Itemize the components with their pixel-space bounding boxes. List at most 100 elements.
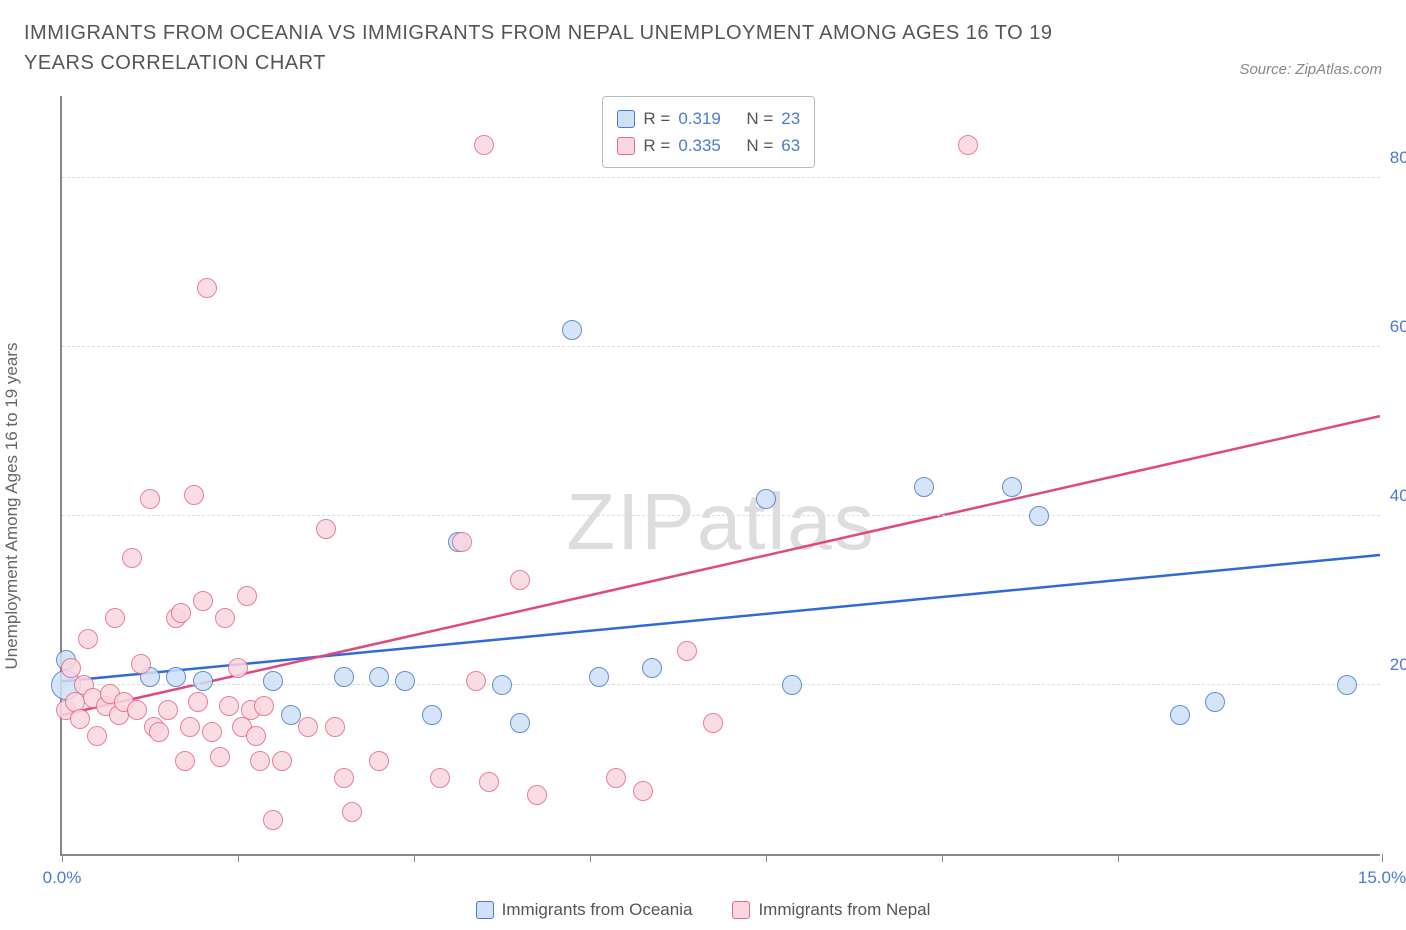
y-tick-label: 80.0% <box>1390 148 1406 168</box>
stats-n-value: 23 <box>781 105 800 132</box>
scatter-point <box>180 717 200 737</box>
y-tick-label: 20.0% <box>1390 655 1406 675</box>
gridline <box>62 515 1380 516</box>
scatter-point <box>281 705 301 725</box>
legend-item: Immigrants from Oceania <box>476 900 693 920</box>
scatter-point <box>219 696 239 716</box>
plot-area: ZIPatlas 20.0%40.0%60.0%80.0%0.0%15.0%R … <box>60 96 1380 856</box>
scatter-point <box>342 802 362 822</box>
stats-r-label: R = <box>643 105 670 132</box>
scatter-point <box>166 667 186 687</box>
scatter-point <box>184 485 204 505</box>
scatter-point <box>325 717 345 737</box>
watermark-thin: atlas <box>697 477 876 566</box>
stats-swatch <box>617 110 635 128</box>
stats-n-label: N = <box>746 105 773 132</box>
scatter-point <box>562 320 582 340</box>
scatter-point <box>193 591 213 611</box>
scatter-point <box>395 671 415 691</box>
x-tick <box>590 854 591 862</box>
scatter-point <box>510 570 530 590</box>
scatter-point <box>61 658 81 678</box>
scatter-point <box>197 278 217 298</box>
chart-header: IMMIGRANTS FROM OCEANIA VS IMMIGRANTS FR… <box>0 0 1406 86</box>
scatter-point <box>140 489 160 509</box>
stats-n-label: N = <box>746 132 773 159</box>
gridline <box>62 177 1380 178</box>
scatter-point <box>633 781 653 801</box>
legend-label: Immigrants from Oceania <box>502 900 693 920</box>
x-tick <box>942 854 943 862</box>
bottom-legend: Immigrants from Oceania Immigrants from N… <box>0 900 1406 920</box>
stats-r-label: R = <box>643 132 670 159</box>
scatter-point <box>246 726 266 746</box>
scatter-point <box>756 489 776 509</box>
scatter-point <box>1170 705 1190 725</box>
scatter-point <box>334 768 354 788</box>
scatter-point <box>369 667 389 687</box>
stats-box: R = 0.319 N = 23R = 0.335 N = 63 <box>602 96 815 168</box>
x-tick <box>62 854 63 862</box>
scatter-point <box>334 667 354 687</box>
scatter-point <box>1002 477 1022 497</box>
gridline <box>62 684 1380 685</box>
chart-area: Unemployment Among Ages 16 to 19 years Z… <box>0 86 1406 926</box>
chart-title: IMMIGRANTS FROM OCEANIA VS IMMIGRANTS FR… <box>24 18 1124 78</box>
scatter-point <box>237 586 257 606</box>
scatter-point <box>703 713 723 733</box>
scatter-point <box>254 696 274 716</box>
legend-swatch <box>476 901 494 919</box>
scatter-point <box>171 603 191 623</box>
trend-line <box>62 555 1380 681</box>
scatter-point <box>1337 675 1357 695</box>
trend-line <box>62 416 1380 715</box>
scatter-point <box>210 747 230 767</box>
scatter-point <box>492 675 512 695</box>
y-tick-label: 60.0% <box>1390 317 1406 337</box>
legend-swatch <box>732 901 750 919</box>
y-axis-label: Unemployment Among Ages 16 to 19 years <box>2 343 22 670</box>
scatter-point <box>149 722 169 742</box>
scatter-point <box>452 532 472 552</box>
stats-r-value: 0.319 <box>678 105 721 132</box>
scatter-point <box>298 717 318 737</box>
x-tick <box>1382 854 1383 862</box>
scatter-point <box>1205 692 1225 712</box>
scatter-point <box>175 751 195 771</box>
scatter-point <box>158 700 178 720</box>
scatter-point <box>127 700 147 720</box>
scatter-point <box>466 671 486 691</box>
legend-item: Immigrants from Nepal <box>732 900 930 920</box>
scatter-point <box>215 608 235 628</box>
legend-label: Immigrants from Nepal <box>758 900 930 920</box>
stats-n-value: 63 <box>781 132 800 159</box>
scatter-point <box>369 751 389 771</box>
scatter-point <box>589 667 609 687</box>
x-tick <box>414 854 415 862</box>
scatter-point <box>272 751 292 771</box>
stats-r-value: 0.335 <box>678 132 721 159</box>
scatter-point <box>131 654 151 674</box>
gridline <box>62 346 1380 347</box>
y-tick-label: 40.0% <box>1390 486 1406 506</box>
stats-row: R = 0.319 N = 23 <box>617 105 800 132</box>
scatter-point <box>70 709 90 729</box>
scatter-point <box>914 477 934 497</box>
chart-source: Source: ZipAtlas.com <box>1239 61 1382 78</box>
scatter-point <box>263 671 283 691</box>
x-tick <box>766 854 767 862</box>
watermark-bold: ZIP <box>566 477 696 566</box>
scatter-point <box>642 658 662 678</box>
scatter-point <box>78 629 98 649</box>
scatter-point <box>1029 506 1049 526</box>
scatter-point <box>479 772 499 792</box>
scatter-point <box>527 785 547 805</box>
scatter-point <box>105 608 125 628</box>
scatter-point <box>430 768 450 788</box>
stats-row: R = 0.335 N = 63 <box>617 132 800 159</box>
scatter-point <box>188 692 208 712</box>
scatter-point <box>202 722 222 742</box>
x-tick-label: 0.0% <box>43 868 82 888</box>
x-tick <box>238 854 239 862</box>
watermark: ZIPatlas <box>566 476 875 568</box>
